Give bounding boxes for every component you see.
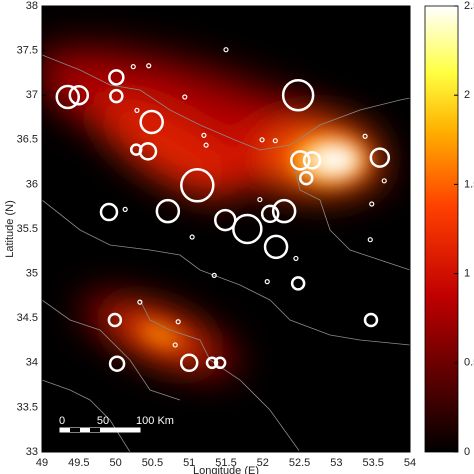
event bbox=[68, 84, 90, 106]
scale-label: 0 bbox=[59, 415, 65, 427]
event bbox=[203, 142, 209, 148]
y-tick-label: 37.5 bbox=[17, 45, 38, 57]
x-tick-label: 52.5 bbox=[289, 457, 310, 469]
event bbox=[281, 78, 315, 112]
y-tick-label: 38 bbox=[26, 0, 38, 12]
event bbox=[129, 143, 143, 156]
event bbox=[271, 198, 297, 224]
x-tick-label: 49.5 bbox=[68, 457, 89, 469]
heat-core bbox=[139, 138, 365, 346]
event bbox=[172, 342, 178, 348]
event bbox=[182, 94, 188, 100]
event bbox=[122, 206, 128, 212]
x-tick-label: 50.5 bbox=[142, 457, 163, 469]
event bbox=[137, 299, 143, 305]
event bbox=[363, 312, 379, 328]
colorbar-tick-label: 1 bbox=[464, 268, 470, 280]
event bbox=[55, 84, 81, 110]
event bbox=[130, 64, 136, 70]
y-axis-label: Latitude (N) bbox=[4, 200, 16, 257]
event bbox=[139, 109, 164, 135]
event bbox=[108, 69, 125, 86]
y-tick-label: 34.5 bbox=[17, 312, 38, 324]
event bbox=[109, 88, 124, 104]
event bbox=[260, 204, 280, 224]
colorbar-tick-label: 2 bbox=[464, 89, 470, 101]
colorbar bbox=[424, 5, 459, 453]
event bbox=[107, 312, 123, 328]
event bbox=[232, 213, 263, 245]
event bbox=[180, 168, 215, 203]
event bbox=[272, 138, 278, 144]
event bbox=[257, 196, 263, 203]
y-tick-label: 35.5 bbox=[17, 223, 38, 235]
event bbox=[99, 202, 119, 222]
scale-label: 100 Km bbox=[136, 415, 174, 427]
colorbar-tick-label: 0 bbox=[464, 446, 470, 458]
y-tick-label: 33 bbox=[26, 446, 38, 458]
scale-bar bbox=[59, 427, 141, 433]
colorbar-tick-label: 2.5 bbox=[464, 0, 474, 12]
y-tick-label: 36.5 bbox=[17, 134, 38, 146]
x-tick-label: 50 bbox=[109, 457, 121, 469]
colorbar-tick-label: 1.5 bbox=[464, 178, 474, 190]
x-tick-label: 53 bbox=[330, 457, 342, 469]
event bbox=[264, 279, 270, 285]
event bbox=[263, 234, 289, 260]
event bbox=[211, 272, 217, 278]
event bbox=[298, 170, 314, 186]
event bbox=[201, 132, 207, 138]
event bbox=[155, 198, 181, 224]
event bbox=[293, 255, 299, 262]
y-tick-label: 34 bbox=[26, 357, 38, 369]
x-tick-label: 54 bbox=[404, 457, 416, 469]
colorbar-tick-label: 0.5 bbox=[464, 357, 474, 369]
event bbox=[108, 355, 126, 372]
x-tick-label: 49 bbox=[36, 457, 48, 469]
plot-area bbox=[42, 6, 410, 452]
x-tick-label: 51 bbox=[183, 457, 195, 469]
event bbox=[290, 150, 311, 171]
y-tick-label: 33.5 bbox=[17, 401, 38, 413]
event bbox=[367, 237, 373, 243]
event bbox=[369, 201, 375, 207]
event bbox=[302, 151, 322, 170]
event bbox=[290, 276, 306, 291]
event bbox=[175, 319, 181, 325]
event bbox=[179, 353, 199, 373]
event bbox=[223, 47, 229, 53]
event bbox=[381, 178, 387, 184]
y-tick-label: 37 bbox=[26, 89, 38, 101]
y-tick-label: 35 bbox=[26, 268, 38, 280]
x-tick-label: 53.5 bbox=[362, 457, 383, 469]
event bbox=[189, 234, 195, 240]
x-tick-label: 52 bbox=[257, 457, 269, 469]
event bbox=[369, 147, 391, 168]
event bbox=[205, 356, 219, 370]
event bbox=[362, 133, 368, 139]
scale-label: 50 bbox=[97, 415, 109, 427]
boundaries bbox=[42, 54, 410, 452]
x-tick-label: 51.5 bbox=[215, 457, 236, 469]
event bbox=[146, 63, 152, 69]
x-axis-label: Longitude (E) bbox=[193, 465, 259, 474]
y-tick-label: 36 bbox=[26, 178, 38, 190]
event bbox=[134, 107, 140, 113]
event bbox=[213, 356, 227, 370]
event bbox=[259, 137, 265, 143]
